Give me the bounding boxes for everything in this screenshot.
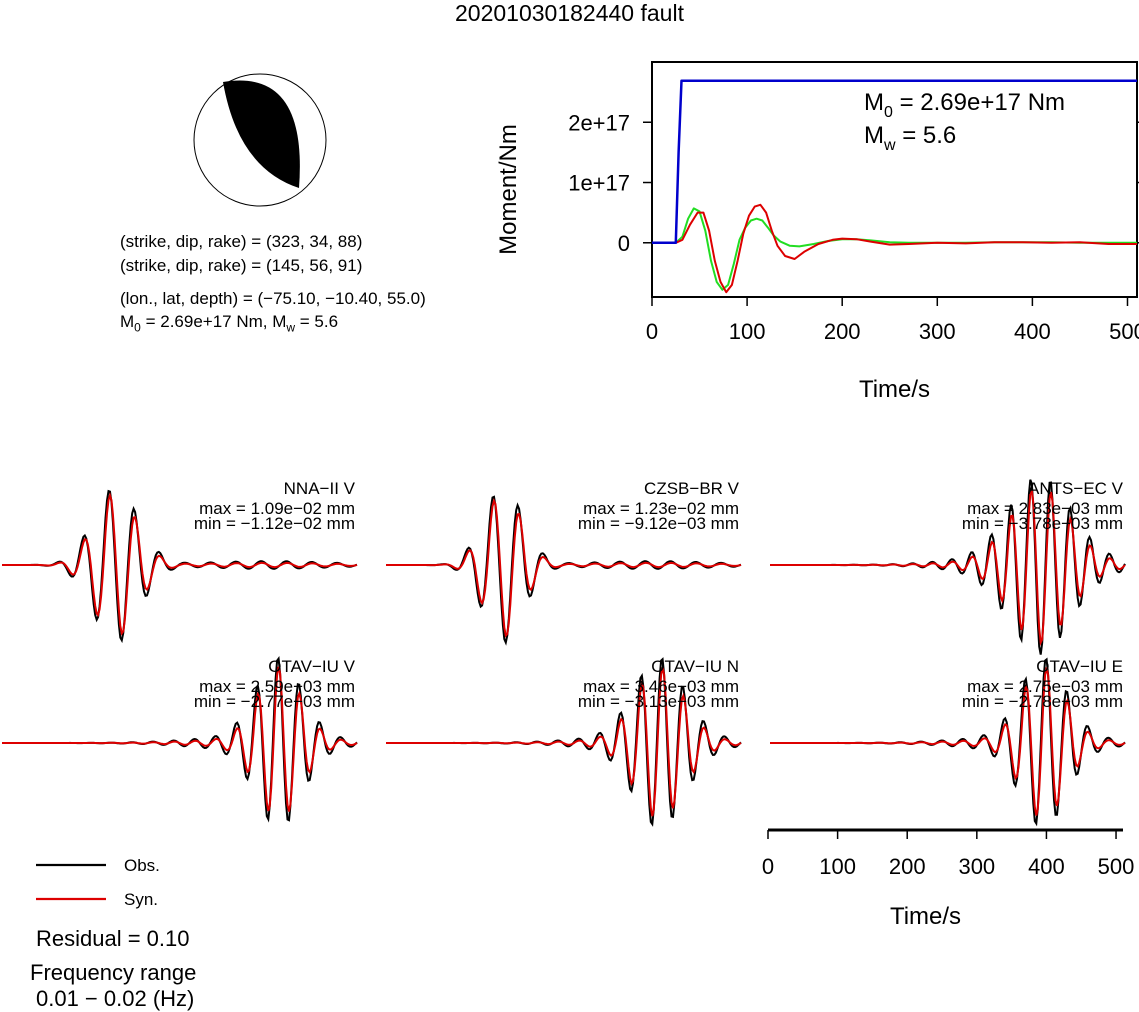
amplitude-min-label: min = −3.78e−03 mm xyxy=(962,514,1123,533)
station-label: NNA−II V xyxy=(284,479,356,498)
moment-plot-frame xyxy=(651,61,1138,298)
moment-chart: 0 100 200 300 400 500 0 1e+17 2e+17 Time/s Moment/… xyxy=(495,61,1139,403)
figure-title: 20201030182440 fault xyxy=(455,0,684,26)
moment-x-tick-label: 400 xyxy=(1014,319,1051,344)
amplitude-min-label: min = −1.12e−02 mm xyxy=(194,514,355,533)
amplitude-min-label: min = −3.13e−03 mm xyxy=(578,692,739,711)
frequency-value: 0.01 − 0.02 (Hz) xyxy=(36,986,195,1011)
synthetic-waveform-line xyxy=(386,497,742,638)
moment-x-axis-label: Time/s xyxy=(859,376,930,403)
location-text: (lon., lat, depth) = (−75.10, −10.40, 55… xyxy=(120,289,426,308)
moment-rate-red-line xyxy=(652,203,1137,294)
station-label: ANTS−EC V xyxy=(1028,479,1124,498)
moment-x-tick-label: 100 xyxy=(729,319,766,344)
plane2-text: (strike, dip, rake) = (145, 56, 91) xyxy=(120,256,363,275)
cumulative-moment-line xyxy=(652,79,1137,245)
synthetic-waveform-line xyxy=(770,489,1126,647)
waveform-x-axis-label: Time/s xyxy=(890,903,961,930)
moment-y-tick-label: 2e+17 xyxy=(568,110,630,135)
synthetic-waveform-line xyxy=(2,492,358,636)
amplitude-max-label: max = 3.46e−03 mm xyxy=(583,677,739,696)
waveform-x-tick-label: 200 xyxy=(889,854,926,879)
frequency-label: Frequency range xyxy=(30,960,197,985)
station-label: OTAV−IU V xyxy=(268,657,355,676)
moment-rate-green-line xyxy=(652,207,1137,291)
synthetic-waveform-line xyxy=(770,667,1126,816)
legend-lines xyxy=(36,863,106,901)
waveform-x-tick-label: 0 xyxy=(762,854,774,879)
waveform-x-tick-label: 300 xyxy=(958,854,995,879)
beachball-diagram xyxy=(193,73,327,207)
legend-obs-label: Obs. xyxy=(124,856,160,875)
amplitude-min-label: min = −9.12e−03 mm xyxy=(578,514,739,533)
moment-annotation-m0: M0 = 2.69e+17 Nm xyxy=(864,89,1065,121)
moment-x-tick-label: 200 xyxy=(824,319,861,344)
amplitude-max-label: max = 2.59e−03 mm xyxy=(199,677,355,696)
moment-x-tick-label: 300 xyxy=(919,319,956,344)
station-label: CZSB−BR V xyxy=(644,479,740,498)
beachball-compressional-quadrant xyxy=(223,80,300,188)
moment-y-tick-label: 1e+17 xyxy=(568,171,630,196)
plane1-text: (strike, dip, rake) = (323, 34, 88) xyxy=(120,232,363,251)
legend-syn-label: Syn. xyxy=(124,890,159,909)
moment-y-axis-label: Moment/Nm xyxy=(495,124,522,255)
moment-y-tick-label: 0 xyxy=(618,231,630,256)
amplitude-min-label: min = −2.78e−03 mm xyxy=(962,692,1123,711)
amplitude-max-label: max = 2.75e−03 mm xyxy=(967,677,1123,696)
synthetic-waveform-line xyxy=(386,667,742,817)
station-label: OTAV−IU E xyxy=(1036,657,1123,676)
synthetic-waveform-line xyxy=(2,666,358,812)
amplitude-max-label: max = 1.09e−02 mm xyxy=(199,499,355,518)
amplitude-max-label: max = 2.83e−03 mm xyxy=(967,499,1123,518)
residual-text: Residual = 0.10 xyxy=(36,926,190,951)
waveform-x-tick-label: 400 xyxy=(1028,854,1065,879)
amplitude-max-label: max = 1.23e−02 mm xyxy=(583,499,739,518)
waveform-x-tick-label: 100 xyxy=(819,854,856,879)
moment-x-tick-label: 0 xyxy=(646,319,658,344)
moment-x-tick-label: 500 xyxy=(1109,319,1139,344)
moment-summary-text: M0 = 2.69e+17 Nm, Mw = 5.6 xyxy=(120,312,339,335)
waveform-x-tick-label: 500 xyxy=(1098,854,1135,879)
station-label: OTAV−IU N xyxy=(651,657,739,676)
moment-annotation-mw: Mw = 5.6 xyxy=(864,122,956,154)
amplitude-min-label: min = −2.77e−03 mm xyxy=(194,692,355,711)
